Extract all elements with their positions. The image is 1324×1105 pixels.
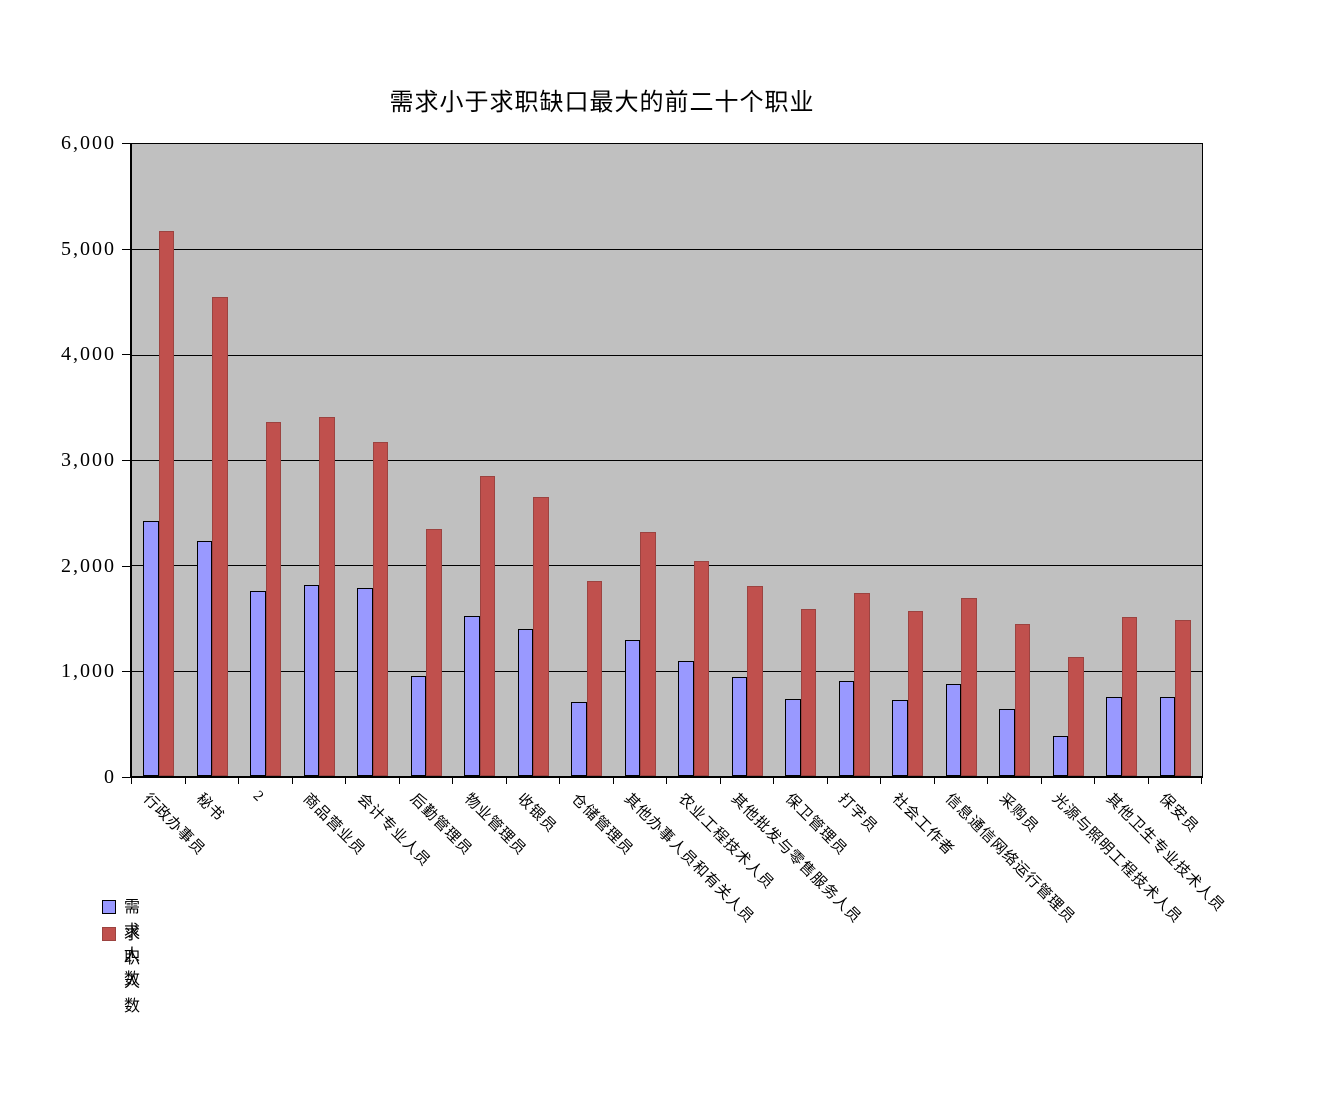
x-axis-tick bbox=[452, 778, 453, 784]
bar-demand bbox=[1052, 736, 1069, 776]
bar-seek bbox=[640, 531, 656, 776]
gridline bbox=[132, 565, 1202, 567]
plot-area bbox=[130, 143, 1203, 778]
x-axis-tick bbox=[880, 778, 881, 784]
gridline bbox=[132, 249, 1202, 251]
y-axis-tick-label: 3,000 bbox=[61, 449, 116, 471]
x-axis-tick bbox=[345, 778, 346, 784]
bar-seek bbox=[1068, 657, 1084, 776]
y-axis-tick-label: 4,000 bbox=[61, 343, 116, 365]
bar-seek bbox=[426, 528, 442, 776]
x-axis-tick bbox=[666, 778, 667, 784]
x-axis-tick bbox=[1201, 778, 1202, 784]
bar-demand bbox=[571, 702, 587, 776]
bar-seek bbox=[533, 496, 549, 776]
x-axis-tick bbox=[773, 778, 774, 784]
gridline bbox=[132, 670, 1202, 672]
gridline bbox=[132, 460, 1202, 461]
x-axis-tick bbox=[1040, 778, 1042, 784]
y-axis-tick bbox=[122, 777, 130, 778]
bar-demand bbox=[678, 661, 694, 776]
bar-seek bbox=[907, 610, 924, 776]
bar-demand bbox=[250, 590, 266, 776]
y-axis-tick-label: 1,000 bbox=[61, 660, 116, 682]
x-axis-category-label: 保安员 bbox=[1156, 790, 1202, 837]
x-axis-category-label: 采购员 bbox=[995, 790, 1041, 837]
y-axis-tick-label: 5,000 bbox=[61, 238, 116, 260]
y-axis-tick bbox=[122, 143, 130, 144]
x-axis-tick bbox=[291, 778, 293, 784]
bar-demand bbox=[1159, 697, 1176, 776]
bar-seek bbox=[854, 592, 870, 776]
bar-seek bbox=[319, 416, 335, 776]
x-axis-category-label: 打字员 bbox=[835, 790, 881, 837]
bar-demand bbox=[1106, 697, 1122, 776]
chart-title: 需求小于求职缺口最大的前二十个职业 bbox=[389, 90, 815, 116]
x-axis-tick bbox=[1147, 778, 1149, 784]
x-axis-category-label: 秘书 bbox=[193, 790, 228, 825]
gridline bbox=[132, 354, 1202, 356]
x-axis-tick bbox=[987, 778, 988, 784]
bar-demand bbox=[143, 521, 159, 776]
legend-label-seek: 求职人数 bbox=[124, 926, 142, 1015]
bar-seek bbox=[1014, 624, 1031, 776]
demand-series-swatch-icon bbox=[102, 900, 116, 914]
y-axis-tick bbox=[122, 671, 130, 672]
bar-seek bbox=[1121, 616, 1138, 776]
bar-demand bbox=[464, 615, 480, 776]
bar-demand bbox=[731, 677, 748, 776]
bar-seek bbox=[800, 608, 817, 776]
bar-demand bbox=[410, 675, 427, 776]
bar-demand bbox=[624, 640, 641, 776]
y-axis-tick-label: 2,000 bbox=[61, 555, 116, 577]
bar-seek bbox=[747, 586, 763, 776]
x-axis-tick bbox=[612, 778, 614, 784]
y-axis-tick bbox=[122, 460, 130, 461]
y-axis-tick bbox=[122, 249, 130, 250]
x-axis-category-label: 收银员 bbox=[514, 790, 560, 837]
x-axis-tick bbox=[826, 778, 828, 784]
y-axis-tick bbox=[122, 566, 130, 567]
x-axis-tick bbox=[933, 778, 935, 784]
y-axis-tick-label: 6,000 bbox=[61, 132, 116, 154]
bar-seek bbox=[212, 296, 228, 776]
bar-seek bbox=[265, 422, 282, 776]
bar-demand bbox=[838, 681, 855, 776]
y-axis-tick bbox=[122, 354, 130, 355]
bar-seek bbox=[158, 231, 175, 776]
x-axis-tick bbox=[238, 778, 239, 784]
bar-demand bbox=[196, 541, 213, 776]
x-axis-tick bbox=[131, 778, 132, 784]
bar-demand bbox=[945, 684, 962, 776]
bar-seek bbox=[586, 581, 603, 776]
x-axis-tick bbox=[505, 778, 507, 784]
bar-demand bbox=[357, 587, 373, 776]
x-axis-tick bbox=[559, 778, 560, 784]
x-axis-tick bbox=[184, 778, 186, 784]
bar-demand bbox=[303, 585, 320, 776]
bar-demand bbox=[999, 708, 1015, 776]
bar-demand bbox=[892, 700, 908, 776]
x-axis-tick bbox=[719, 778, 721, 784]
bar-demand bbox=[517, 628, 534, 776]
bar-seek bbox=[961, 598, 977, 776]
x-axis-category-label: 2 bbox=[249, 788, 267, 806]
bar-seek bbox=[1175, 620, 1191, 776]
bar-seek bbox=[372, 442, 389, 776]
x-axis-tick bbox=[398, 778, 400, 784]
y-axis-tick-label: 0 bbox=[104, 766, 116, 788]
legend-label-demand: 需求人数 bbox=[124, 899, 142, 988]
x-axis-category-label: 农业工程技术人员 bbox=[674, 790, 777, 893]
bar-demand bbox=[785, 699, 801, 776]
bar-seek bbox=[693, 561, 710, 776]
x-axis-tick bbox=[1094, 778, 1095, 784]
bar-seek bbox=[479, 475, 496, 776]
seek-series-swatch-icon bbox=[102, 927, 116, 941]
